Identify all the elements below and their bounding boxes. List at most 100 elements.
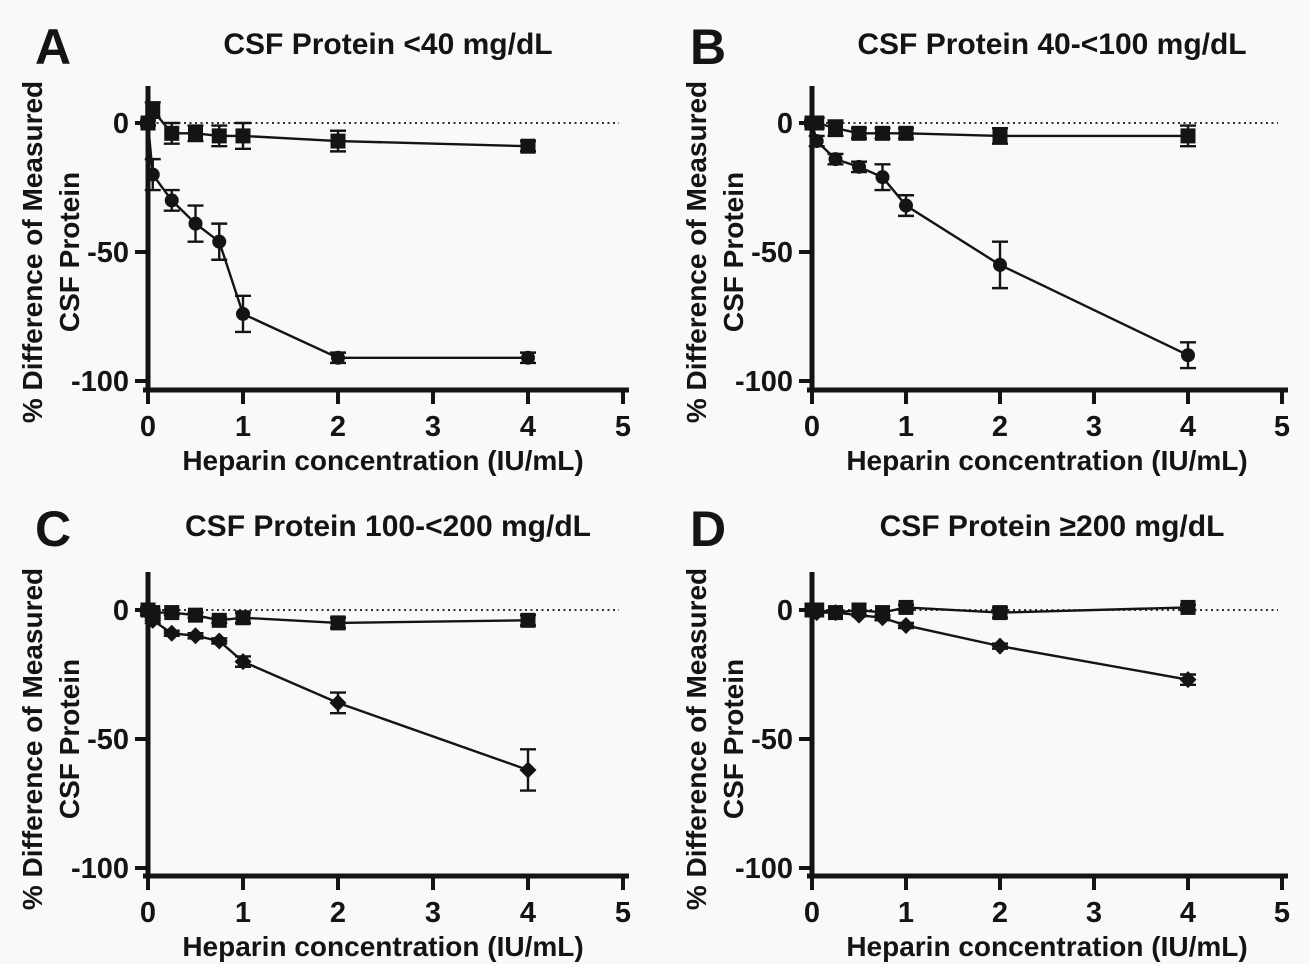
circle-marker [141, 116, 155, 130]
diamond-marker [850, 606, 868, 624]
diamond-marker [210, 632, 228, 650]
square-marker [211, 128, 227, 144]
x-tick-label: 3 [425, 411, 441, 443]
y-tick-label: -50 [87, 724, 129, 756]
panel-a-plot: 0 1 2 3 4 5 0 -50 -100 A CSF Protein <40 mg/dL Hepa… [17, 19, 631, 476]
diamond-marker [519, 761, 537, 779]
diamond-marker [139, 604, 157, 622]
square-marker [520, 138, 536, 154]
diamond-marker [827, 604, 844, 622]
square-marker [520, 612, 536, 628]
x-tick-label: 0 [804, 897, 820, 929]
x-tick-label: 2 [330, 411, 346, 443]
x-tick-label: 4 [1180, 897, 1196, 929]
x-tick-label: 1 [235, 411, 251, 443]
circle-marker [993, 257, 1007, 272]
circle-marker [875, 170, 890, 185]
panel-title: CSF Protein ≥200 mg/dL [880, 510, 1225, 543]
y-axis-label-line1: % Difference of Measured [681, 568, 712, 910]
panel-title: CSF Protein 40-<100 mg/dL [857, 28, 1246, 61]
square-marker [898, 125, 914, 141]
x-axis-label: Heparin concentration (IU/mL) [182, 931, 583, 962]
x-axis-label: Heparin concentration (IU/mL) [182, 445, 583, 476]
panel-d-plot: 0 1 2 3 4 5 0 -50 -100 D CSF Protein ≥200 mg/dL Hep… [681, 501, 1290, 962]
x-tick-label: 5 [615, 411, 631, 443]
y-tick-label: -50 [751, 724, 793, 756]
circle-series-error-bars [140, 119, 536, 365]
panel-title: CSF Protein <40 mg/dL [223, 28, 552, 61]
diamond-marker [1179, 671, 1197, 689]
x-tick-label: 5 [615, 897, 631, 929]
x-tick-label: 5 [1274, 897, 1290, 929]
y-tick-label: 0 [113, 108, 129, 140]
y-axis-label-line1: % Difference of Measured [681, 81, 712, 423]
x-tick-label: 4 [1180, 411, 1196, 443]
x-tick-label: 5 [1274, 411, 1290, 443]
square-marker [330, 615, 346, 631]
circle-marker [331, 350, 345, 365]
square-marker [898, 599, 914, 615]
panel-title: CSF Protein 100-<200 mg/dL [185, 510, 591, 543]
x-tick-label: 0 [140, 897, 156, 929]
circle-series-line [146, 611, 529, 772]
circle-marker [899, 198, 913, 213]
square-marker [828, 120, 843, 136]
y-tick-label: -100 [71, 366, 129, 398]
circle-marker [1181, 348, 1195, 363]
circle-marker [852, 159, 866, 174]
square-marker [992, 605, 1008, 621]
y-tick-label: -50 [751, 237, 793, 269]
circle-marker [828, 152, 843, 167]
diamond-marker [329, 694, 347, 712]
y-tick-label: -100 [735, 853, 793, 885]
circle-marker [188, 216, 203, 231]
y-tick-label: -50 [87, 237, 129, 269]
circle-series-error-bars [874, 613, 1196, 687]
x-tick-label: 1 [235, 897, 251, 929]
circle-marker [212, 234, 227, 249]
panel-letter: A [35, 19, 71, 75]
x-tick-label: 2 [992, 897, 1008, 929]
circle-marker [521, 350, 535, 365]
panel-letter: C [35, 501, 71, 557]
square-marker [188, 125, 203, 141]
y-axis-label-line2: CSF Protein [718, 172, 749, 332]
y-tick-label: -100 [71, 853, 129, 885]
x-tick-label: 1 [898, 411, 914, 443]
square-marker [164, 125, 180, 141]
panel-letter: D [690, 501, 726, 557]
diamond-marker [874, 609, 891, 627]
x-tick-label: 4 [520, 411, 536, 443]
x-tick-label: 2 [992, 411, 1008, 443]
diamond-marker [144, 611, 162, 629]
circle-series-line [146, 122, 528, 359]
diamond-marker [234, 653, 252, 671]
square-marker [1180, 599, 1196, 615]
x-tick-label: 0 [140, 411, 156, 443]
y-axis-label-line2: CSF Protein [54, 659, 85, 819]
panel-c-plot: 0 1 2 3 4 5 0 -50 -100 C CSF Protein 100-<200 mg/d… [17, 501, 631, 962]
y-axis-label-line1: % Difference of Measured [17, 568, 48, 910]
diamond-marker [187, 627, 204, 645]
square-marker [1180, 128, 1196, 144]
y-tick-label: -100 [735, 366, 793, 398]
circle-marker [145, 167, 160, 182]
square-marker [235, 128, 251, 144]
x-tick-label: 3 [1086, 897, 1102, 929]
y-axis-label-line1: % Difference of Measured [17, 81, 48, 423]
diamond-marker [897, 616, 915, 634]
circle-marker [236, 306, 250, 321]
square-marker [235, 610, 251, 626]
y-tick-label: 0 [113, 595, 129, 627]
x-axis-label: Heparin concentration (IU/mL) [846, 931, 1247, 962]
square-marker [851, 125, 867, 141]
square-marker [188, 607, 203, 623]
circle-marker [809, 134, 824, 149]
y-tick-label: 0 [777, 108, 793, 140]
x-tick-label: 2 [330, 897, 346, 929]
diamond-marker [991, 637, 1009, 655]
circle-marker [805, 116, 819, 130]
x-tick-label: 4 [520, 897, 536, 929]
square-marker [164, 605, 180, 621]
x-tick-label: 3 [1086, 411, 1102, 443]
